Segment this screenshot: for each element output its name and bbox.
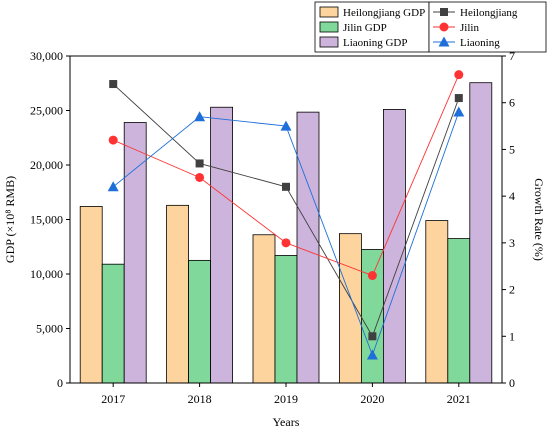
point-liaoning-2020 (366, 349, 378, 360)
axes-layer: 0 5,000 10,000 15,000 20,000 25,000 30,000 0 1 2 3… (30, 49, 515, 406)
y-axis-title-right: Growth Rate (%) (532, 178, 546, 261)
point-heilongjiang-2018 (195, 159, 204, 168)
y-axis-title-left: GDP (×10⁸ RMB) (3, 176, 17, 263)
bar-jilin-gdp-2018 (188, 259, 212, 384)
legend-label-line: Liaoning (460, 37, 500, 49)
tick-label-x: 2019 (274, 392, 298, 406)
bar-jilin-gdp-2019 (274, 255, 298, 384)
tick-label-right: 0 (509, 376, 515, 390)
tick-label-right: 5 (509, 142, 515, 156)
tick-label-right: 6 (509, 96, 515, 110)
tick-label-left: 5,000 (36, 322, 63, 336)
tick-label-left: 10,000 (30, 267, 63, 281)
point-jilin-2020 (367, 271, 377, 281)
lines-layer (107, 70, 465, 360)
point-heilongjiang-2020 (368, 332, 377, 341)
point-liaoning-2021 (453, 106, 465, 117)
point-jilin-2017 (108, 135, 118, 145)
point-jilin-2019 (281, 238, 291, 248)
legend-swatch-1 (319, 6, 339, 18)
legend-label-line: Heilongjiang (460, 7, 518, 19)
point-heilongjiang-2019 (282, 182, 290, 191)
point-heilongjiang-2017 (109, 80, 118, 89)
tick-label-right: 3 (509, 236, 515, 250)
legend-marker-3 (438, 36, 450, 47)
bar-liaoning-gdp-2019 (296, 111, 320, 384)
point-liaoning-2018 (194, 111, 206, 122)
legend-label-line: Jilin (460, 22, 479, 34)
point-liaoning-2019 (280, 120, 292, 131)
tick-label-left: 30,000 (30, 49, 63, 63)
point-liaoning-2017 (107, 181, 119, 192)
legend-swatch-2 (319, 21, 339, 33)
bar-heilongjiang-gdp-2021 (425, 220, 449, 384)
point-jilin-2021 (454, 70, 464, 80)
tick-label-left: 25,000 (30, 104, 63, 118)
bar-liaoning-gdp-2017 (123, 122, 147, 384)
legend-label-bar: Jilin GDP (343, 22, 387, 34)
bar-heilongjiang-gdp-2017 (79, 206, 103, 384)
bar-jilin-gdp-2017 (101, 263, 125, 384)
bar-heilongjiang-gdp-2019 (252, 234, 276, 384)
tick-label-x: 2021 (447, 392, 471, 406)
tick-label-x: 2020 (360, 392, 384, 406)
bar-liaoning-gdp-2021 (469, 82, 493, 384)
bar-liaoning-gdp-2018 (210, 106, 234, 384)
bar-heilongjiang-gdp-2020 (338, 233, 362, 384)
tick-label-left: 15,000 (30, 213, 63, 227)
bar-heilongjiang-gdp-2018 (166, 204, 190, 384)
legend-marker-2 (439, 22, 449, 32)
legend-label-bar: Liaoning GDP (343, 37, 407, 49)
tick-label-left: 20,000 (30, 158, 63, 172)
legend-swatch-3 (319, 36, 339, 48)
tick-label-x: 2017 (101, 392, 125, 406)
tick-label-right: 2 (509, 283, 515, 297)
tick-label-right: 1 (509, 329, 515, 343)
point-heilongjiang-2021 (454, 94, 463, 103)
legend-label-bar: Heilongjiang GDP (343, 7, 425, 19)
tick-label-right: 4 (509, 189, 515, 203)
bar-jilin-gdp-2021 (447, 238, 471, 384)
bars-layer (79, 82, 493, 384)
bar-liaoning-gdp-2020 (382, 109, 406, 384)
point-jilin-2018 (195, 172, 205, 182)
tick-label-left: 0 (57, 376, 63, 390)
legend-layer: Heilongjiang GDP Jilin GDP Liaoning GDP Hei… (314, 1, 547, 53)
tick-label-right: 7 (509, 49, 515, 63)
legend-marker-1 (440, 8, 448, 16)
x-axis-title: Years (273, 415, 300, 429)
tick-label-x: 2018 (188, 392, 212, 406)
